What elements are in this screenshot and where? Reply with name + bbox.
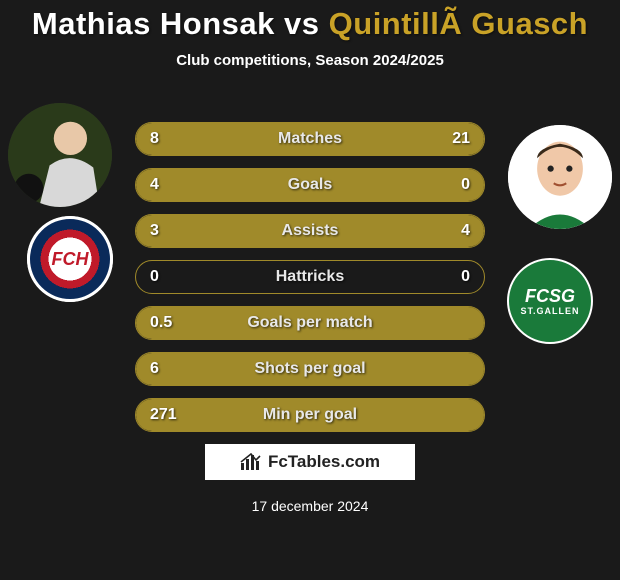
stat-label: Shots per goal [136, 360, 484, 378]
stat-row: 4Goals0 [135, 168, 485, 202]
stat-label: Min per goal [136, 406, 484, 424]
brand-badge: FcTables.com [205, 444, 415, 480]
player2-club-badge: FCSG ST.GALLEN [507, 258, 593, 344]
fcsg-city: ST.GALLEN [520, 307, 579, 316]
player1-avatar [8, 103, 112, 207]
stat-value-right: 21 [452, 130, 470, 148]
stat-row: 3Assists4 [135, 214, 485, 248]
player2-name: QuintillÃ Guasch [329, 6, 588, 41]
stat-row: 6Shots per goal [135, 352, 485, 386]
player2-avatar [508, 125, 612, 229]
stat-label: Goals [136, 176, 484, 194]
stat-value-right: 4 [461, 222, 470, 240]
stat-label: Goals per match [136, 314, 484, 332]
player2-avatar-image [508, 125, 612, 229]
subtitle: Club competitions, Season 2024/2025 [0, 52, 620, 69]
fcsg-badge-icon: FCSG ST.GALLEN [507, 258, 593, 344]
stat-row: 0Hattricks0 [135, 260, 485, 294]
fcsg-code: FCSG [525, 287, 575, 305]
chart-icon [240, 453, 262, 471]
stat-value-right: 0 [461, 268, 470, 286]
stat-row: 0.5Goals per match [135, 306, 485, 340]
stat-label: Matches [136, 130, 484, 148]
player1-name: Mathias Honsak [32, 6, 275, 41]
stat-label: Hattricks [136, 268, 484, 286]
vs-text: vs [284, 6, 319, 41]
stat-row: 8Matches21 [135, 122, 485, 156]
stat-label: Assists [136, 222, 484, 240]
stat-value-right: 0 [461, 176, 470, 194]
fch-badge-icon [27, 216, 113, 302]
brand-text: FcTables.com [268, 452, 380, 472]
player1-avatar-image [8, 103, 112, 207]
page-title: Mathias Honsak vs QuintillÃ Guasch [0, 0, 620, 42]
stat-row: 271Min per goal [135, 398, 485, 432]
stats-container: 8Matches214Goals03Assists40Hattricks00.5… [135, 122, 485, 444]
date-text: 17 december 2024 [0, 498, 620, 514]
player1-club-badge [27, 216, 113, 302]
comparison-card: Mathias Honsak vs QuintillÃ Guasch Club … [0, 0, 620, 580]
